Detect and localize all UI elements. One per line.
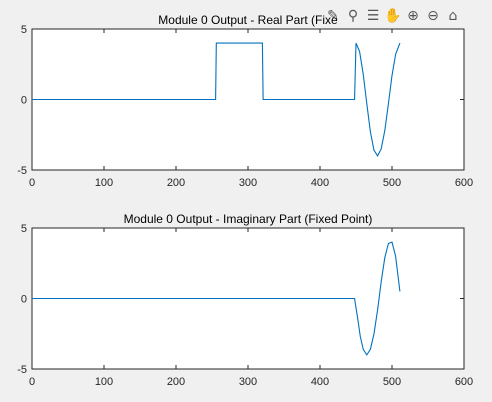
x-tick-label: 500: [383, 376, 401, 388]
data-tips-icon[interactable]: ⚲: [347, 8, 359, 24]
x-tick-label: 100: [95, 376, 113, 388]
zoom-out-icon[interactable]: ⊖: [427, 8, 439, 24]
x-tick-label: 200: [167, 177, 185, 189]
x-tick-label: 300: [239, 177, 257, 189]
pan-hand-icon[interactable]: ✋: [384, 8, 402, 24]
series-line: [32, 42, 401, 158]
series-line: [32, 241, 401, 356]
x-tick-label: 0: [29, 177, 35, 189]
x-tick-label: 100: [95, 177, 113, 189]
x-tick-label: 600: [455, 177, 473, 189]
y-tick-label: 5: [21, 223, 27, 235]
x-tick-label: 200: [167, 376, 185, 388]
y-tick-label: -5: [17, 364, 27, 376]
restore-view-icon[interactable]: ☰: [366, 8, 380, 24]
x-tick-label: 600: [455, 376, 473, 388]
chart-title: Module 0 Output - Real Part (Fixe: [158, 13, 338, 27]
x-tick-label: 0: [29, 376, 35, 388]
x-tick-label: 400: [311, 376, 329, 388]
zoom-in-icon[interactable]: ⊕: [407, 8, 419, 24]
x-tick-label: 400: [311, 177, 329, 189]
y-tick-label: 0: [21, 95, 27, 107]
y-tick-label: 5: [21, 24, 27, 36]
y-tick-label: -5: [17, 165, 27, 177]
y-tick-label: 0: [21, 294, 27, 306]
x-tick-label: 300: [239, 376, 257, 388]
figure-toolbar: ✎ ⚲ ☰ ✋ ⊕ ⊖ ⌂: [322, 6, 464, 26]
chart-title: Module 0 Output - Imaginary Part (Fixed …: [124, 212, 373, 226]
x-tick-label: 500: [383, 177, 401, 189]
brush-icon[interactable]: ✎: [327, 8, 339, 24]
home-icon[interactable]: ⌂: [448, 8, 458, 24]
